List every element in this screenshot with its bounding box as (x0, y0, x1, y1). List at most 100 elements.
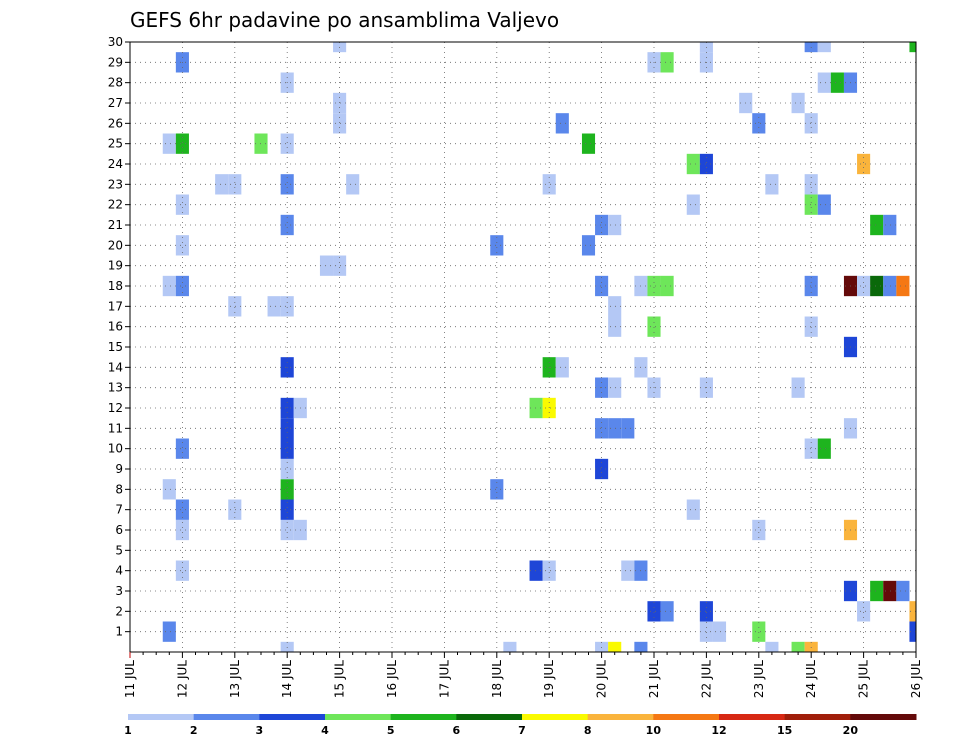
plot-frame (129, 41, 917, 653)
heatmap-cell (699, 601, 713, 622)
heatmap-cell (857, 275, 871, 297)
heatmap-cell (896, 580, 910, 602)
x-tick-label: 17 JUL (437, 660, 451, 698)
heatmap-cell (555, 113, 569, 134)
x-tick-label: 16 JUL (385, 660, 399, 698)
heatmap-cell (319, 255, 334, 276)
heatmap-cell (175, 560, 189, 581)
heatmap-cell (175, 194, 189, 215)
heatmap-cell (595, 458, 609, 480)
x-tick-label: 18 JUL (490, 660, 504, 698)
heatmap-cell (346, 174, 360, 195)
heatmap-cell (280, 479, 294, 500)
heatmap-cell (699, 153, 713, 175)
x-tick-label: 23 JUL (752, 660, 766, 698)
heatmap-cell (752, 519, 766, 541)
y-tick-label: 11 (108, 421, 123, 435)
y-tick-label: 28 (108, 76, 123, 90)
y-tick-label: 2 (115, 604, 123, 618)
x-tick-label: 13 JUL (228, 660, 242, 698)
colorbar-swatch (259, 714, 326, 720)
y-tick-label: 12 (108, 401, 123, 415)
heatmap-cell (804, 316, 818, 337)
colorbar-swatch (653, 714, 720, 720)
y-tick-label: 29 (108, 55, 123, 69)
heatmap-cell (595, 418, 609, 439)
y-tick-label: 7 (115, 503, 123, 517)
heatmap-cell (162, 479, 176, 500)
heatmap-cell (581, 235, 596, 256)
x-tick-label: 21 JUL (647, 660, 661, 698)
colorbar-swatch (522, 714, 589, 720)
heatmap-cell (162, 133, 176, 154)
y-tick-label: 9 (115, 462, 123, 476)
heatmap-cell (228, 296, 242, 317)
heatmap-cell (817, 194, 831, 215)
heatmap-cell (175, 519, 189, 541)
y-tick-label: 18 (108, 279, 123, 293)
x-tick-label: 19 JUL (542, 660, 556, 698)
y-tick-label: 26 (108, 116, 123, 130)
heatmap-cell (647, 275, 661, 297)
grid-lines (130, 42, 916, 652)
heatmap-cell (791, 377, 805, 398)
colorbar-label: 3 (256, 724, 264, 737)
heatmap-cell (909, 601, 916, 622)
colorbar-swatch (784, 714, 851, 720)
heatmap-cell (804, 438, 818, 459)
heatmap-cell (870, 580, 884, 602)
heatmap-cell (752, 621, 766, 642)
heatmap-cell (791, 92, 805, 114)
heatmap-cell (333, 255, 347, 276)
heatmap-cell (529, 560, 543, 581)
y-tick-label: 10 (108, 442, 123, 456)
heatmap-cell (817, 438, 831, 459)
colorbar-swatch (128, 714, 195, 720)
heatmap-cell (686, 153, 700, 175)
heatmap-cell (175, 275, 189, 297)
x-tick-label: 22 JUL (699, 660, 713, 698)
heatmap-cell (280, 214, 294, 236)
heatmap-cell (175, 235, 189, 256)
heatmap-cell (804, 194, 818, 215)
x-axis: 11 JUL 12 JUL 13 JUL 14 JUL 15 JUL 16 JUL 17 J… (123, 652, 923, 698)
colorbar-label: 2 (190, 724, 198, 737)
x-tick-label: 12 JUL (175, 660, 189, 698)
heatmap-cell (608, 296, 622, 317)
y-tick-label: 14 (108, 360, 123, 374)
heatmap-cell (529, 397, 543, 419)
heatmap-cell (686, 194, 700, 215)
heatmap-cell (280, 133, 294, 154)
colorbar-label: 5 (387, 724, 395, 737)
x-tick-label: 26 JUL (909, 660, 923, 698)
heatmap-cell (883, 275, 897, 297)
heatmap-cell (870, 214, 884, 236)
colorbar-swatch (587, 714, 654, 720)
heatmap-cell (608, 214, 622, 236)
heatmap-cell (830, 72, 844, 93)
heatmap-cell (581, 133, 596, 154)
y-tick-label: 24 (108, 157, 123, 171)
heatmap-cell (660, 601, 674, 622)
heatmap-cell (647, 316, 661, 337)
colorbar-label: 10 (646, 724, 662, 737)
colorbar-swatch (850, 714, 917, 720)
colorbar-label: 12 (711, 724, 726, 737)
colorbar-swatch (390, 714, 457, 720)
heatmap-cell (608, 316, 622, 337)
x-tick-label: 11 JUL (123, 660, 137, 698)
heatmap-cell (857, 601, 871, 622)
colorbar-swatch (325, 714, 392, 720)
heatmap-cell (817, 42, 831, 53)
heatmap-cell (280, 458, 294, 480)
heatmap-cell (280, 641, 294, 652)
heatmap-cell (280, 519, 294, 541)
y-tick-label: 23 (108, 177, 123, 191)
heatmap-cell (870, 275, 884, 297)
colorbar-label: 4 (321, 724, 329, 737)
heatmap-cell (608, 641, 622, 652)
heatmap-cell (608, 377, 622, 398)
heatmap-cell (162, 621, 176, 642)
heatmap-cell (175, 133, 189, 154)
heatmap-cell (608, 418, 622, 439)
